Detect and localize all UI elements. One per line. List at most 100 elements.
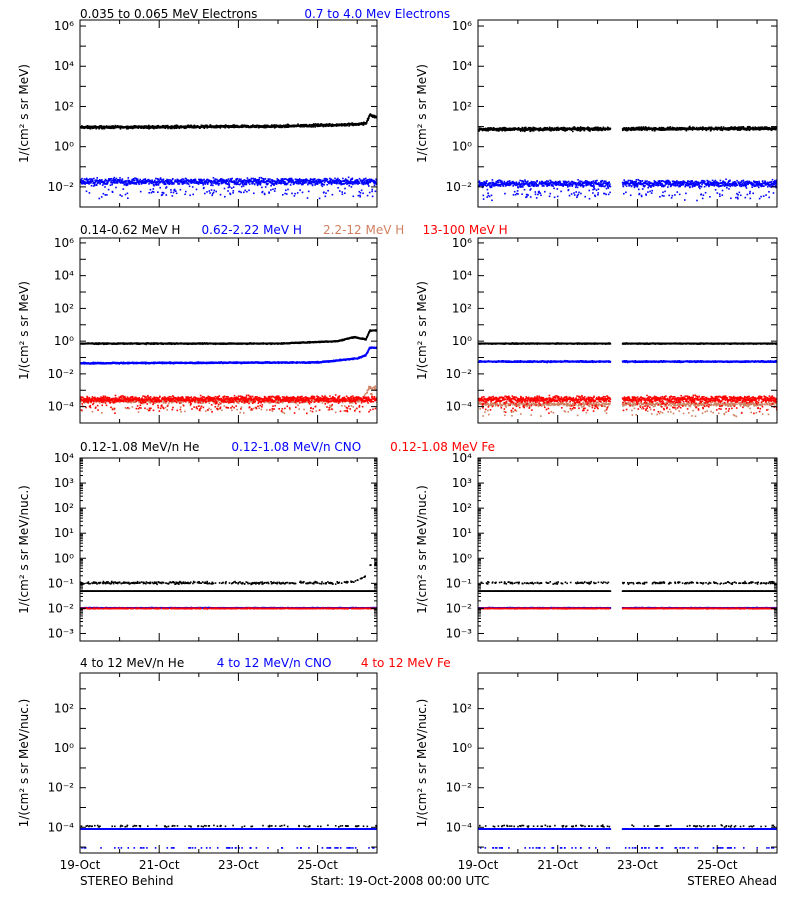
- data-point: [323, 191, 325, 193]
- data-point: [230, 194, 232, 196]
- data-point: [722, 130, 724, 132]
- data-point: [752, 193, 754, 195]
- data-point: [342, 178, 344, 180]
- data-point: [500, 185, 502, 187]
- data-point: [168, 179, 170, 181]
- data-point: [539, 130, 541, 132]
- data-point: [488, 184, 490, 186]
- data-point: [206, 191, 208, 193]
- data-point: [544, 191, 546, 193]
- data-point: [363, 184, 365, 186]
- data-point: [233, 180, 235, 182]
- data-point: [593, 186, 595, 188]
- data-point: [89, 192, 91, 194]
- data-point: [287, 183, 289, 185]
- data-point: [768, 197, 770, 199]
- data-point: [585, 180, 587, 182]
- data-point: [514, 191, 516, 193]
- data-point: [314, 178, 316, 180]
- data-point: [705, 192, 707, 194]
- data-point: [504, 181, 506, 183]
- data-point: [248, 190, 250, 192]
- series-0-035-to-0-065-mev-electrons: [80, 113, 378, 129]
- data-point: [104, 186, 106, 188]
- data-point: [598, 188, 600, 190]
- data-point: [243, 185, 245, 187]
- data-point: [749, 191, 751, 193]
- data-point: [758, 187, 760, 189]
- data-point: [485, 183, 487, 185]
- data-point: [115, 180, 117, 182]
- data-point: [282, 194, 284, 196]
- data-point: [360, 192, 362, 194]
- data-point: [368, 183, 370, 185]
- data-point: [260, 184, 262, 186]
- data-point: [81, 178, 83, 180]
- data-point: [483, 195, 485, 197]
- data-point: [497, 180, 499, 182]
- data-point: [327, 179, 329, 181]
- data-point: [173, 182, 175, 184]
- data-point: [757, 181, 759, 183]
- data-point: [121, 180, 123, 182]
- data-point: [188, 183, 190, 185]
- data-point: [157, 182, 159, 184]
- data-point: [530, 188, 532, 190]
- data-point: [522, 186, 524, 188]
- data-point: [704, 181, 706, 183]
- data-point: [765, 194, 767, 196]
- data-point: [284, 184, 286, 186]
- data-point: [595, 196, 597, 198]
- data-point: [538, 191, 540, 193]
- data-point: [179, 183, 181, 185]
- data-point: [166, 194, 168, 196]
- data-point: [667, 186, 669, 188]
- data-point: [739, 192, 741, 194]
- data-point: [596, 189, 598, 191]
- data-point: [580, 193, 582, 195]
- data-point: [584, 196, 586, 198]
- data-point: [330, 179, 332, 181]
- data-point: [719, 195, 721, 197]
- data-point: [307, 197, 309, 199]
- data-point: [740, 195, 742, 197]
- data-point: [741, 181, 743, 183]
- data-point: [325, 192, 327, 194]
- data-point: [517, 190, 519, 192]
- data-point: [697, 182, 699, 184]
- data-point: [322, 186, 324, 188]
- data-point: [517, 193, 519, 195]
- data-point: [219, 183, 221, 185]
- data-point: [523, 181, 525, 183]
- data-point: [668, 195, 670, 197]
- data-point: [202, 179, 204, 181]
- data-point: [504, 193, 506, 195]
- data-point: [135, 178, 137, 180]
- data-point: [623, 186, 625, 188]
- data-point: [145, 178, 147, 180]
- data-point: [229, 186, 231, 188]
- data-point: [573, 192, 575, 194]
- data-point: [229, 184, 231, 186]
- data-point: [689, 186, 691, 188]
- data-point: [322, 183, 324, 185]
- data-point: [241, 186, 243, 188]
- data-point: [100, 183, 102, 185]
- data-point: [527, 181, 529, 183]
- data-point: [552, 185, 554, 187]
- data-point: [554, 197, 556, 199]
- data-point: [158, 179, 160, 181]
- data-point: [581, 181, 583, 183]
- data-point: [242, 184, 244, 186]
- data-point: [534, 185, 536, 187]
- data-point: [605, 181, 607, 183]
- data-point: [671, 197, 673, 199]
- data-point: [246, 191, 248, 193]
- data-point: [725, 179, 727, 181]
- data-point: [519, 180, 521, 182]
- data-point: [651, 190, 653, 192]
- data-point: [641, 196, 643, 198]
- data-point: [487, 192, 489, 194]
- data-point: [673, 185, 675, 187]
- data-point: [184, 183, 186, 185]
